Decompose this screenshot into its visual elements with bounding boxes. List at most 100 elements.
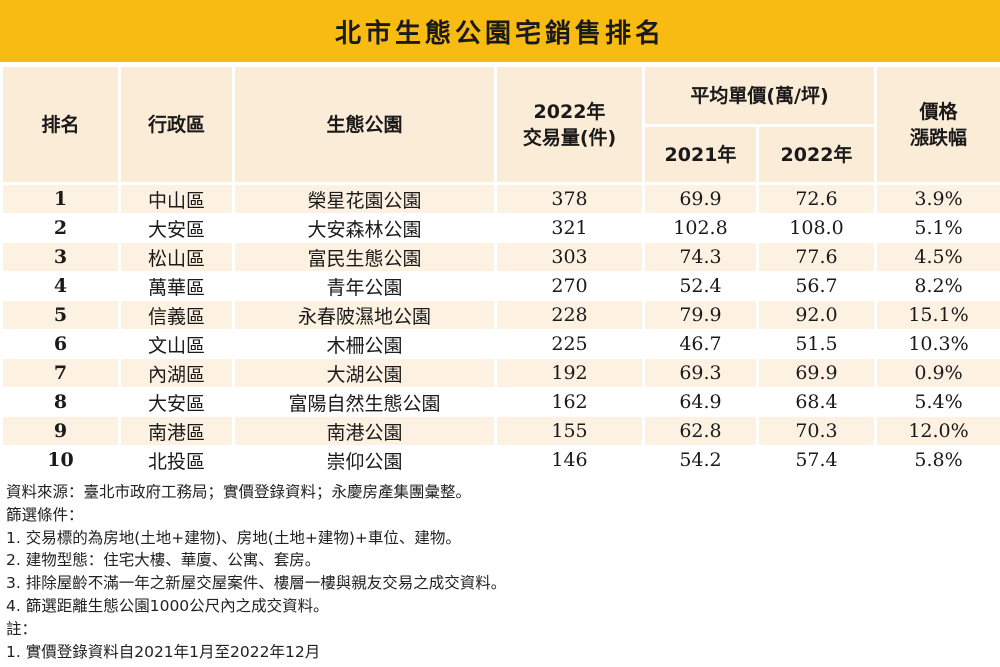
district-cell: 南港區 [118,416,235,446]
price-2021-cell: 46.7 [642,329,759,359]
table-row: 6 文山區 木柵公園 225 46.7 51.5 10.3% [0,329,1000,359]
change-cell: 10.3% [874,329,1000,359]
volume-cell: 225 [494,329,645,359]
change-cell: 5.1% [874,213,1000,243]
table-row: 5 信義區 永春陂濕地公園 228 79.9 92.0 15.1% [0,300,1000,330]
header-change: 價格 漲跌幅 [874,64,1000,185]
table-body: 1 中山區 榮星花園公園 378 69.9 72.6 3.9% 2 大安區 大安森林公園 321 10… [0,183,1000,475]
table-row: 1 中山區 榮星花園公園 378 69.9 72.6 3.9% [0,183,1000,214]
note-remark-1: 1. 實價登錄資料自2021年1月至2022年12月 [6,642,321,661]
header-avg-price: 平均單價(萬/坪) [642,64,877,127]
price-2022-cell: 57.4 [756,445,877,475]
change-cell: 0.9% [874,358,1000,388]
price-2021-cell: 102.8 [642,213,759,243]
district-cell: 文山區 [118,329,235,359]
note-criteria-3: 3. 排除屋齡不滿一年之新屋交屋案件、樓層一樓與親友交易之成交資料。 [6,574,507,593]
volume-cell: 192 [494,358,645,388]
price-2022-cell: 51.5 [756,329,877,359]
volume-cell: 228 [494,300,645,330]
park-name-cell: 南港公園 [232,416,497,446]
park-name-cell: 木柵公園 [232,329,497,359]
table-row: 7 內湖區 大湖公園 192 69.3 69.9 0.9% [0,358,1000,388]
header-volume: 2022年 交易量(件) [494,64,645,185]
change-cell: 12.0% [874,416,1000,446]
table-row: 9 南港區 南港公園 155 62.8 70.3 12.0% [0,416,1000,446]
table-title: 北市生態公園宅銷售排名 [0,0,1000,62]
rank-cell: 1 [0,183,121,214]
note-remark-heading: 註： [6,619,38,638]
rank-cell: 9 [0,416,121,446]
table-row: 3 松山區 富民生態公園 303 74.3 77.6 4.5% [0,242,1000,272]
price-2021-cell: 52.4 [642,271,759,301]
district-cell: 大安區 [118,213,235,243]
rank-cell: 7 [0,358,121,388]
footnotes: 資料來源：臺北市政府工務局；實價登錄資料；永慶房產集團彙整。 篩選條件： 1. … [6,481,996,663]
price-2022-cell: 108.0 [756,213,877,243]
table-row: 4 萬華區 青年公園 270 52.4 56.7 8.2% [0,271,1000,301]
price-2022-cell: 77.6 [756,242,877,272]
rank-cell: 4 [0,271,121,301]
note-criteria-heading: 篩選條件： [6,505,84,524]
price-2021-cell: 64.9 [642,387,759,417]
district-cell: 北投區 [118,445,235,475]
change-cell: 5.4% [874,387,1000,417]
rank-cell: 2 [0,213,121,243]
price-2021-cell: 79.9 [642,300,759,330]
table-row: 10 北投區 崇仰公園 146 54.2 57.4 5.8% [0,445,1000,475]
park-name-cell: 青年公園 [232,271,497,301]
park-name-cell: 榮星花園公園 [232,183,497,214]
header-year-2022: 2022年 [756,124,877,185]
price-2021-cell: 62.8 [642,416,759,446]
note-source: 資料來源：臺北市政府工務局；實價登錄資料；永慶房產集團彙整。 [6,483,472,501]
price-2021-cell: 54.2 [642,445,759,475]
volume-cell: 146 [494,445,645,475]
header-park: 生態公園 [232,64,497,185]
rank-cell: 3 [0,242,121,272]
note-criteria-1: 1. 交易標的為房地(土地+建物)、房地(土地+建物)+車位、建物。 [6,528,461,547]
rank-cell: 6 [0,329,121,359]
park-name-cell: 富陽自然生態公園 [232,387,497,417]
price-2021-cell: 69.9 [642,183,759,214]
price-2022-cell: 92.0 [756,300,877,330]
rank-cell: 10 [0,445,121,475]
price-2022-cell: 69.9 [756,358,877,388]
district-cell: 中山區 [118,183,235,214]
header-district: 行政區 [118,64,235,185]
price-2022-cell: 72.6 [756,183,877,214]
volume-cell: 378 [494,183,645,214]
rank-cell: 5 [0,300,121,330]
volume-cell: 303 [494,242,645,272]
park-name-cell: 大湖公園 [232,358,497,388]
park-name-cell: 永春陂濕地公園 [232,300,497,330]
note-criteria-4: 4. 篩選距離生態公園1000公尺內之成交資料。 [6,596,329,615]
district-cell: 信義區 [118,300,235,330]
rank-cell: 8 [0,387,121,417]
table-row: 8 大安區 富陽自然生態公園 162 64.9 68.4 5.4% [0,387,1000,417]
park-name-cell: 富民生態公園 [232,242,497,272]
price-2021-cell: 69.3 [642,358,759,388]
header-year-2021: 2021年 [642,124,759,185]
district-cell: 內湖區 [118,358,235,388]
volume-cell: 270 [494,271,645,301]
park-name-cell: 大安森林公園 [232,213,497,243]
table-row: 2 大安區 大安森林公園 321 102.8 108.0 5.1% [0,213,1000,243]
price-2022-cell: 70.3 [756,416,877,446]
volume-cell: 162 [494,387,645,417]
change-cell: 8.2% [874,271,1000,301]
park-name-cell: 崇仰公園 [232,445,497,475]
district-cell: 大安區 [118,387,235,417]
change-cell: 3.9% [874,183,1000,214]
volume-cell: 155 [494,416,645,446]
district-cell: 松山區 [118,242,235,272]
price-2021-cell: 74.3 [642,242,759,272]
change-cell: 15.1% [874,300,1000,330]
change-cell: 5.8% [874,445,1000,475]
price-2022-cell: 68.4 [756,387,877,417]
change-cell: 4.5% [874,242,1000,272]
ranking-table: 排名 行政區 生態公園 2022年 交易量(件) 平均單價(萬/坪) 價格 漲跌… [0,64,1000,475]
price-2022-cell: 56.7 [756,271,877,301]
header-rank: 排名 [0,64,121,185]
district-cell: 萬華區 [118,271,235,301]
note-criteria-2: 2. 建物型態：住宅大樓、華廈、公寓、套房。 [6,551,321,570]
volume-cell: 321 [494,213,645,243]
